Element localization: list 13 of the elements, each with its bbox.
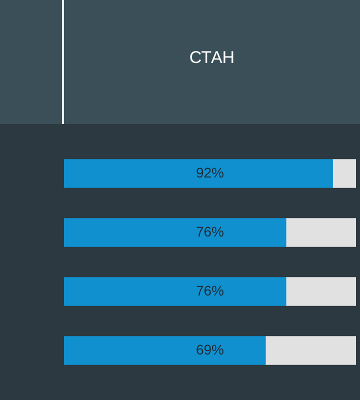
data-label: 76% xyxy=(196,282,224,298)
data-label: 92% xyxy=(196,164,224,180)
data-label: 69% xyxy=(196,341,224,358)
bar xyxy=(64,218,286,247)
bar xyxy=(64,277,286,306)
bar xyxy=(64,159,333,188)
data-label: 76% xyxy=(196,223,224,240)
bar xyxy=(286,218,356,247)
bar xyxy=(265,336,356,365)
chart-title: СТАН xyxy=(188,48,236,68)
bar xyxy=(286,277,356,306)
bar xyxy=(332,159,356,188)
bar xyxy=(64,336,266,365)
